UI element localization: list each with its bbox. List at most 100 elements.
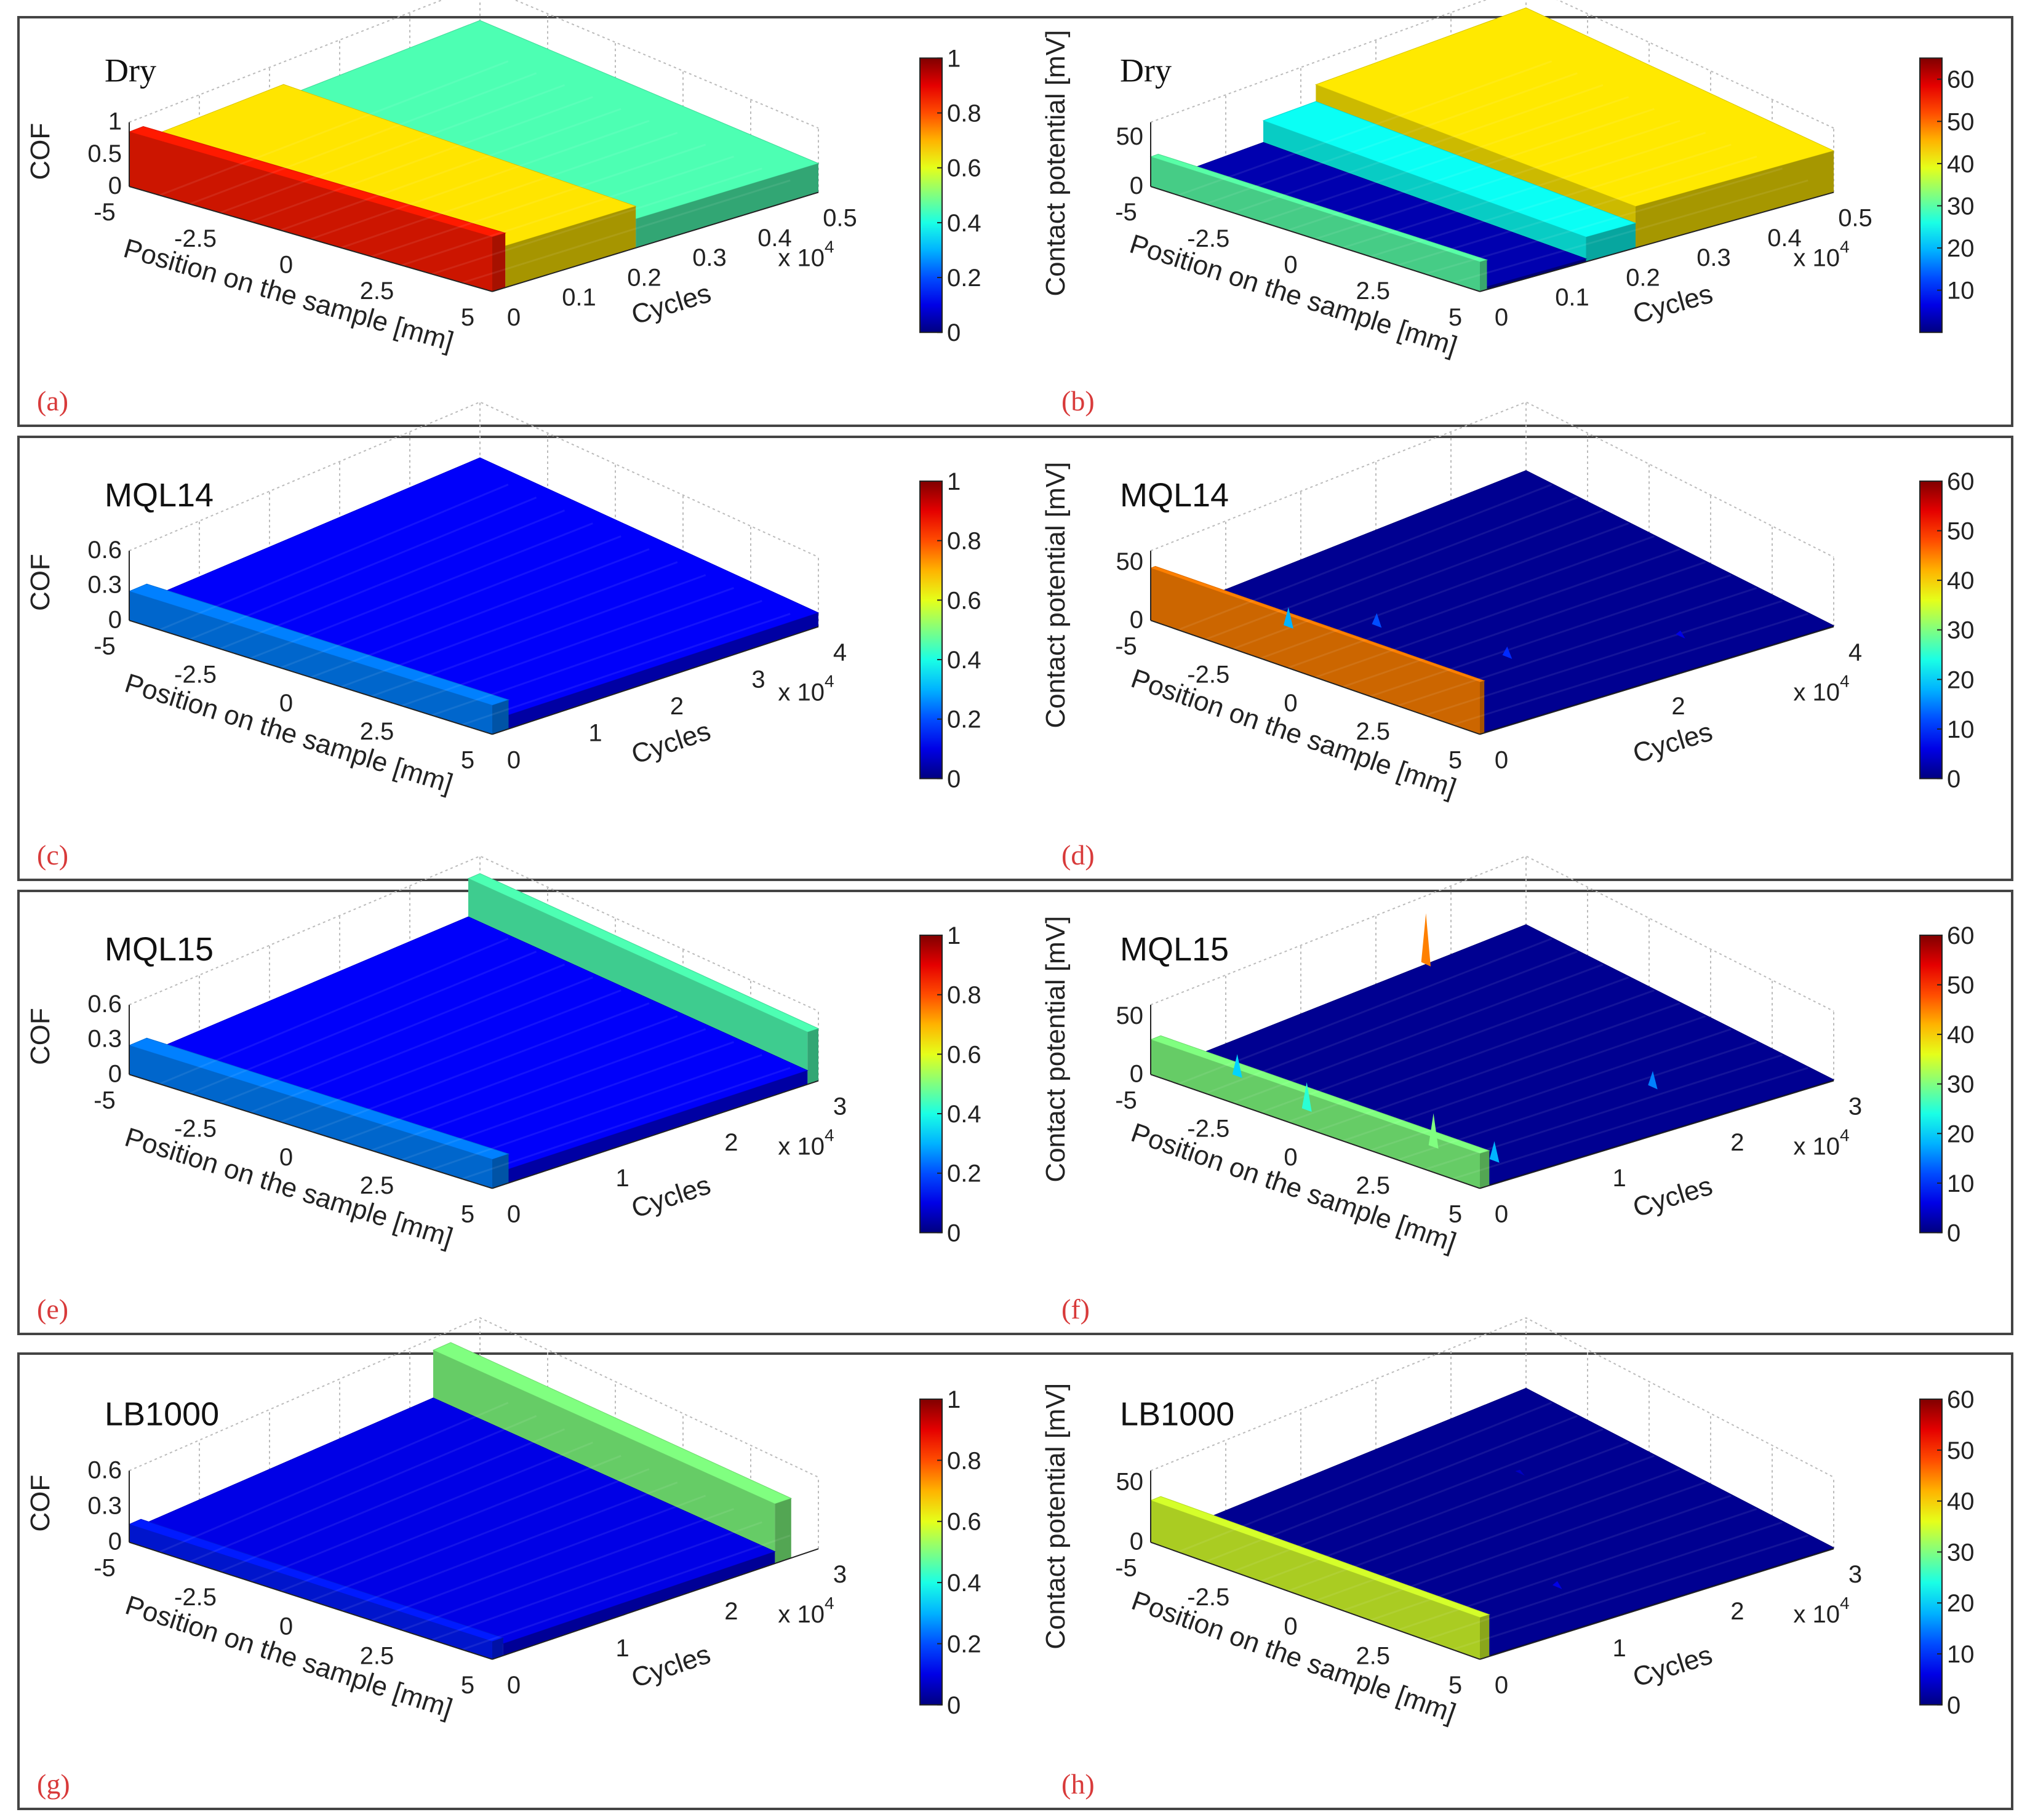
- y-tick-label: 0: [507, 304, 521, 331]
- surface-segment-face: [1151, 156, 1480, 292]
- y-multiplier-exp: 4: [1840, 672, 1850, 691]
- surface-texture: [1342, 1481, 1706, 1611]
- surface-texture: [340, 1481, 678, 1611]
- surface-texture: [1205, 1415, 1578, 1563]
- colorbar-tick-label: 10: [1947, 277, 1975, 305]
- surface-texture: [1178, 938, 1552, 1085]
- y-multiplier-exp: 4: [1840, 237, 1850, 257]
- x-tick-label: -5: [1115, 199, 1137, 226]
- y-tick-label: 0: [507, 746, 521, 773]
- surface-texture: [1315, 548, 1680, 679]
- colorbar-tick-label: 0.4: [947, 1101, 981, 1128]
- z-tick-label: 0: [108, 172, 122, 199]
- y-tick-label: 3: [1848, 1561, 1862, 1588]
- y-tick-label: 4: [833, 639, 847, 666]
- surface-texture: [1233, 964, 1604, 1104]
- colorbar: [919, 57, 943, 333]
- y-tick-label: 0.3: [692, 244, 727, 271]
- surface-texture: [1260, 522, 1629, 660]
- y-multiplier-base: x 10: [1793, 245, 1840, 272]
- colorbar-tick-label: 30: [1947, 193, 1975, 220]
- surface-spike: [1552, 1581, 1562, 1589]
- y-axis-label: Cycles: [628, 1639, 714, 1694]
- colorbar-tick-label: 0.4: [947, 647, 981, 674]
- surface-texture: [159, 938, 509, 1085]
- surface-texture: [219, 509, 565, 650]
- colorbar: [1919, 57, 1943, 333]
- surface-segment-side: [508, 1070, 808, 1183]
- surface-segment-side: [1480, 260, 1487, 292]
- surface-texture: [250, 976, 593, 1114]
- surface-texture: [159, 60, 509, 196]
- surface-segment-face: [1151, 1039, 1480, 1189]
- colorbar-tick-label: 0: [947, 1692, 961, 1719]
- y-tick-label: 2: [724, 1598, 738, 1625]
- chart-title: MQL15: [105, 931, 214, 968]
- x-tick-label: -2.5: [1187, 1116, 1229, 1143]
- surface-texture: [219, 964, 565, 1104]
- surface-segment-side: [1636, 151, 1834, 248]
- colorbar-tick-label: 10: [1947, 1170, 1975, 1197]
- x-tick-label: 0: [279, 1144, 293, 1171]
- y-multiplier-base: x 10: [1793, 1601, 1840, 1628]
- surface-segment-side: [807, 1028, 818, 1085]
- surface-texture: [1397, 1041, 1757, 1161]
- y-multiplier-exp: 4: [825, 1594, 834, 1613]
- z-tick-label: 0: [108, 1060, 122, 1087]
- y-multiplier: x 104: [1793, 1126, 1849, 1160]
- z-tick-label: 0.6: [87, 1456, 122, 1483]
- z-axis-label: COF: [25, 1475, 55, 1532]
- surface-texture: [1452, 179, 1808, 284]
- surface-texture: [1425, 167, 1783, 275]
- surface-texture: [189, 72, 537, 205]
- x-tick-label: 5: [461, 746, 474, 773]
- y-multiplier: x 104: [1793, 1594, 1849, 1628]
- row-frame-2: [17, 436, 2013, 881]
- surface-texture: [1452, 613, 1808, 726]
- colorbar-tick-label: 0.2: [947, 1630, 981, 1658]
- z-tick-label: 50: [1116, 1469, 1144, 1496]
- y-tick-label: 2: [724, 1129, 738, 1156]
- surface-spike: [1372, 613, 1382, 628]
- grid-top-edge: [1150, 401, 1834, 558]
- y-multiplier: x 104: [778, 237, 834, 272]
- colorbar-tick-label: 0.6: [947, 587, 981, 614]
- x-tick-label: 0: [1284, 690, 1297, 717]
- x-tick-label: 2.5: [360, 1642, 394, 1669]
- colorbar-tick-label: 30: [1947, 1071, 1975, 1098]
- colorbar-tick-label: 40: [1947, 1021, 1975, 1048]
- y-tick-label: 2: [1730, 1129, 1744, 1156]
- surface-texture: [310, 1468, 650, 1602]
- surface-texture: [1342, 132, 1706, 249]
- surface-segment-side: [505, 206, 636, 288]
- x-tick-label: 2.5: [1356, 1172, 1390, 1199]
- y-tick-label: 1: [616, 1635, 629, 1662]
- z-tick-label: 0: [1130, 606, 1143, 633]
- x-tick-label: 2.5: [1356, 718, 1390, 745]
- surface-spike: [1648, 1071, 1658, 1090]
- x-tick-label: -2.5: [174, 1116, 217, 1143]
- surface-texture: [310, 1002, 650, 1133]
- y-multiplier-exp: 4: [825, 237, 834, 257]
- chart-title: LB1000: [1120, 1395, 1234, 1432]
- z-tick-label: 0: [108, 606, 122, 633]
- surface-texture: [1233, 509, 1604, 650]
- surface-segment-face: [129, 1524, 492, 1659]
- colorbar: [919, 935, 943, 1234]
- surface-texture: [1370, 143, 1732, 258]
- surface-spike: [1489, 1141, 1500, 1163]
- y-multiplier: x 104: [778, 1126, 834, 1160]
- surface-spike: [1421, 913, 1431, 967]
- y-tick-label: 0.4: [757, 225, 792, 252]
- y-tick-label: 0: [1495, 1672, 1508, 1699]
- surface-texture: [1452, 1535, 1808, 1651]
- surface-texture: [462, 613, 791, 726]
- colorbar-tick-label: 20: [1947, 235, 1975, 262]
- chart-title: Dry: [105, 52, 156, 89]
- surface-texture: [1314, 1468, 1680, 1602]
- y-axis-label: Cycles: [628, 716, 714, 770]
- surface-texture: [1287, 108, 1655, 231]
